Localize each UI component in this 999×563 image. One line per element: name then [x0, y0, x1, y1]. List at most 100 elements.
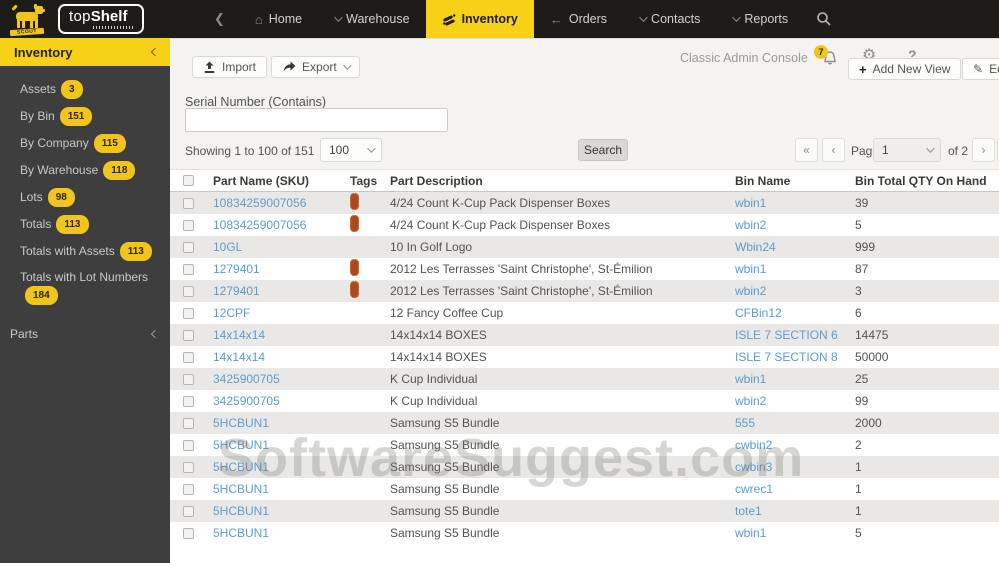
sidebar-item-totals[interactable]: Totals 113 [20, 215, 160, 234]
bin-link[interactable]: wbin2 [735, 394, 767, 408]
row-checkbox[interactable] [183, 241, 194, 253]
table-row: 5HCBUN1 Samsung S5 Bundle cwbin2 2 [170, 434, 999, 456]
sidebar-item-totals-with-assets[interactable]: Totals with Assets 113 [20, 242, 160, 261]
sidebar-item-by-company[interactable]: By Company 115 [20, 134, 160, 153]
sidebar-section-parts[interactable]: Parts [0, 327, 170, 341]
bin-link[interactable]: wbin1 [735, 526, 767, 540]
bin-link[interactable]: cwrec1 [735, 482, 774, 496]
part-sku-link[interactable]: 5HCBUN1 [213, 482, 270, 496]
sidebar-header-inventory[interactable]: Inventory [0, 38, 170, 66]
inventory-icon [442, 13, 455, 25]
row-checkbox[interactable] [183, 263, 194, 275]
nav-back-chevron-icon[interactable]: ❮ [214, 11, 225, 26]
help-icon[interactable]: ? [908, 47, 917, 63]
part-sku-link[interactable]: 10834259007056 [213, 196, 307, 210]
pagination-first-button[interactable]: « [795, 138, 818, 162]
sidebar-item-by-bin[interactable]: By Bin 151 [20, 107, 160, 126]
search-button[interactable]: Search [578, 139, 628, 161]
row-checkbox[interactable] [183, 395, 194, 407]
search-label: Search [583, 143, 623, 157]
nav-item-home[interactable]: ⌂ Home [239, 0, 318, 38]
row-checkbox[interactable] [183, 505, 194, 517]
bin-qty: 5 [855, 526, 862, 540]
row-checkbox[interactable] [183, 285, 194, 297]
column-header-bin[interactable]: Bin Name [735, 173, 791, 188]
sidebar-item-lots[interactable]: Lots 98 [20, 188, 160, 207]
bin-link[interactable]: wbin2 [735, 218, 767, 232]
row-checkbox[interactable] [183, 329, 194, 341]
bin-link[interactable]: wbin1 [735, 372, 767, 386]
part-sku-link[interactable]: 5HCBUN1 [213, 504, 270, 518]
part-sku-link[interactable]: 10834259007056 [213, 218, 307, 232]
serial-filter-input[interactable] [185, 108, 448, 132]
bin-link[interactable]: wbin1 [735, 262, 767, 276]
column-header-description[interactable]: Part Description [390, 173, 483, 188]
row-checkbox[interactable] [183, 219, 194, 231]
nav-item-reports[interactable]: Reports [716, 0, 804, 38]
bin-qty: 2 [855, 438, 862, 452]
add-new-view-button[interactable]: + Add New View [848, 58, 962, 80]
bin-link[interactable]: ISLE 7 SECTION 6 [735, 328, 838, 342]
sidebar-item-by-warehouse[interactable]: By Warehouse 118 [20, 161, 160, 180]
page-size-select[interactable]: 100 [320, 138, 382, 162]
nav-item-warehouse[interactable]: Warehouse [318, 0, 425, 38]
sidebar-item-totals-with-lot-numbers[interactable]: Totals with Lot Numbers 184 [20, 269, 160, 305]
notifications-button[interactable]: 7 [814, 45, 846, 75]
pagination-last-button[interactable]: » [997, 138, 999, 162]
collapse-chevron-icon[interactable] [150, 47, 160, 57]
import-button[interactable]: Import [192, 56, 268, 78]
pagination-prev-button[interactable]: ‹ [822, 138, 845, 162]
count-badge: 98 [47, 188, 75, 207]
select-all-checkbox[interactable] [183, 175, 194, 186]
edit-view-button[interactable]: ✎ Edit View [962, 58, 999, 80]
pagination-next-button[interactable]: › [972, 138, 995, 162]
part-description: 14x14x14 BOXES [390, 328, 487, 342]
part-sku-link[interactable]: 12CPF [213, 306, 251, 320]
chevron-down-icon [732, 13, 742, 22]
bin-link[interactable]: Wbin24 [735, 240, 776, 254]
bin-link[interactable]: tote1 [735, 504, 762, 518]
export-button[interactable]: Export [271, 56, 360, 78]
bin-link[interactable]: cwbin3 [735, 460, 773, 474]
bin-qty: 50000 [855, 350, 889, 364]
part-sku-link[interactable]: 3425900705 [213, 394, 280, 408]
part-sku-link[interactable]: 1279401 [213, 284, 260, 298]
part-sku-link[interactable]: 14x14x14 [213, 328, 266, 342]
row-checkbox[interactable] [183, 461, 194, 473]
table-row: 5HCBUN1 Samsung S5 Bundle tote1 1 [170, 500, 999, 522]
part-description: 2012 Les Terrasses 'Saint Christophe', S… [390, 262, 653, 276]
bin-link[interactable]: ISLE 7 SECTION 8 [735, 350, 838, 364]
nav-search-button[interactable] [804, 11, 844, 27]
part-sku-link[interactable]: 5HCBUN1 [213, 460, 270, 474]
row-checkbox[interactable] [183, 307, 194, 319]
row-checkbox[interactable] [183, 439, 194, 451]
sidebar-item-assets[interactable]: Assets 3 [20, 80, 160, 99]
row-checkbox[interactable] [183, 417, 194, 429]
bin-link[interactable]: 555 [735, 416, 756, 430]
bin-link[interactable]: CFBin12 [735, 306, 782, 320]
current-page-select[interactable]: 1 [873, 138, 941, 162]
column-header-qty[interactable]: Bin Total QTY On Hand [855, 173, 987, 188]
count-badge: 3 [61, 80, 83, 99]
column-header-sku[interactable]: Part Name (SKU) [213, 173, 310, 188]
part-sku-link[interactable]: 5HCBUN1 [213, 438, 270, 452]
bin-link[interactable]: cwbin2 [735, 438, 773, 452]
part-sku-link[interactable]: 1279401 [213, 262, 260, 276]
nav-item-inventory[interactable]: Inventory [425, 0, 534, 38]
bin-link[interactable]: wbin1 [735, 196, 767, 210]
bin-link[interactable]: wbin2 [735, 284, 767, 298]
row-checkbox[interactable] [183, 197, 194, 209]
part-sku-link[interactable]: 5HCBUN1 [213, 416, 270, 430]
nav-item-orders[interactable]: ← Orders [534, 0, 623, 38]
row-checkbox[interactable] [183, 351, 194, 363]
part-sku-link[interactable]: 14x14x14 [213, 350, 266, 364]
column-header-tags[interactable]: Tags [350, 173, 378, 188]
row-checkbox[interactable] [183, 373, 194, 385]
row-checkbox[interactable] [183, 483, 194, 495]
nav-item-contacts[interactable]: Contacts [623, 0, 716, 38]
part-sku-link[interactable]: 5HCBUN1 [213, 526, 270, 540]
row-checkbox[interactable] [183, 527, 194, 539]
edit-view-label: Edit View [989, 62, 999, 76]
part-sku-link[interactable]: 10GL [213, 240, 243, 254]
part-sku-link[interactable]: 3425900705 [213, 372, 280, 386]
